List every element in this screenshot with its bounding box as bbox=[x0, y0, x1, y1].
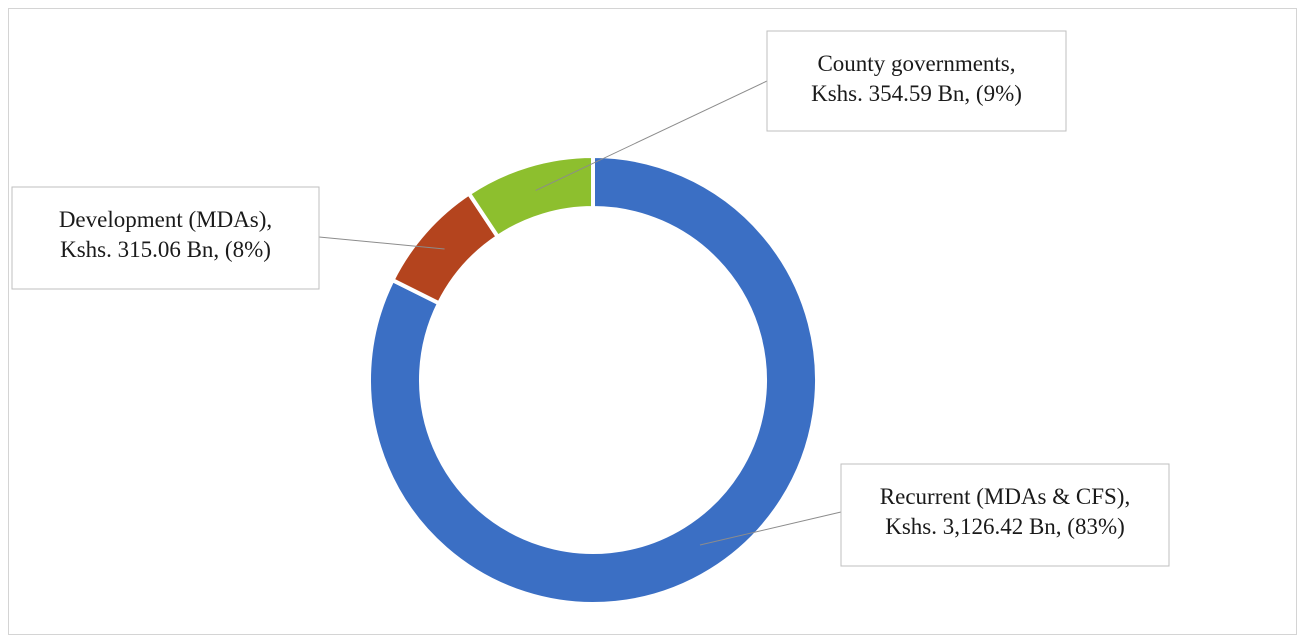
data-label-development-mdas: Development (MDAs), Kshs. 315.06 Bn, (8%) bbox=[11, 186, 320, 290]
data-label-line: County governments, bbox=[817, 51, 1015, 76]
data-label-line: Development (MDAs), bbox=[59, 207, 272, 232]
data-label-box bbox=[11, 186, 320, 290]
data-label-line: Kshs. 3,126.42 Bn, (83%) bbox=[885, 514, 1125, 539]
leader-line-recurrent-mdas-cfs bbox=[699, 511, 842, 546]
data-label-recurrent-mdas-cfs: Recurrent (MDAs & CFS), Kshs. 3,126.42 Bn… bbox=[840, 463, 1170, 567]
slice-county-governments bbox=[466, 153, 595, 240]
data-label-box bbox=[840, 463, 1170, 567]
data-label-line: Kshs. 354.59 Bn, (9%) bbox=[811, 81, 1022, 106]
leader-line-county-governments bbox=[535, 80, 768, 191]
leader-line-development-mdas bbox=[318, 236, 445, 250]
slice-recurrent-mdas-cfs bbox=[367, 153, 819, 606]
data-label-line: Recurrent (MDAs & CFS), bbox=[880, 484, 1130, 509]
data-label-box bbox=[766, 30, 1067, 132]
data-label-county-governments: County governments, Kshs. 354.59 Bn, (9%) bbox=[766, 30, 1067, 132]
data-label-line: Kshs. 315.06 Bn, (8%) bbox=[60, 237, 271, 262]
